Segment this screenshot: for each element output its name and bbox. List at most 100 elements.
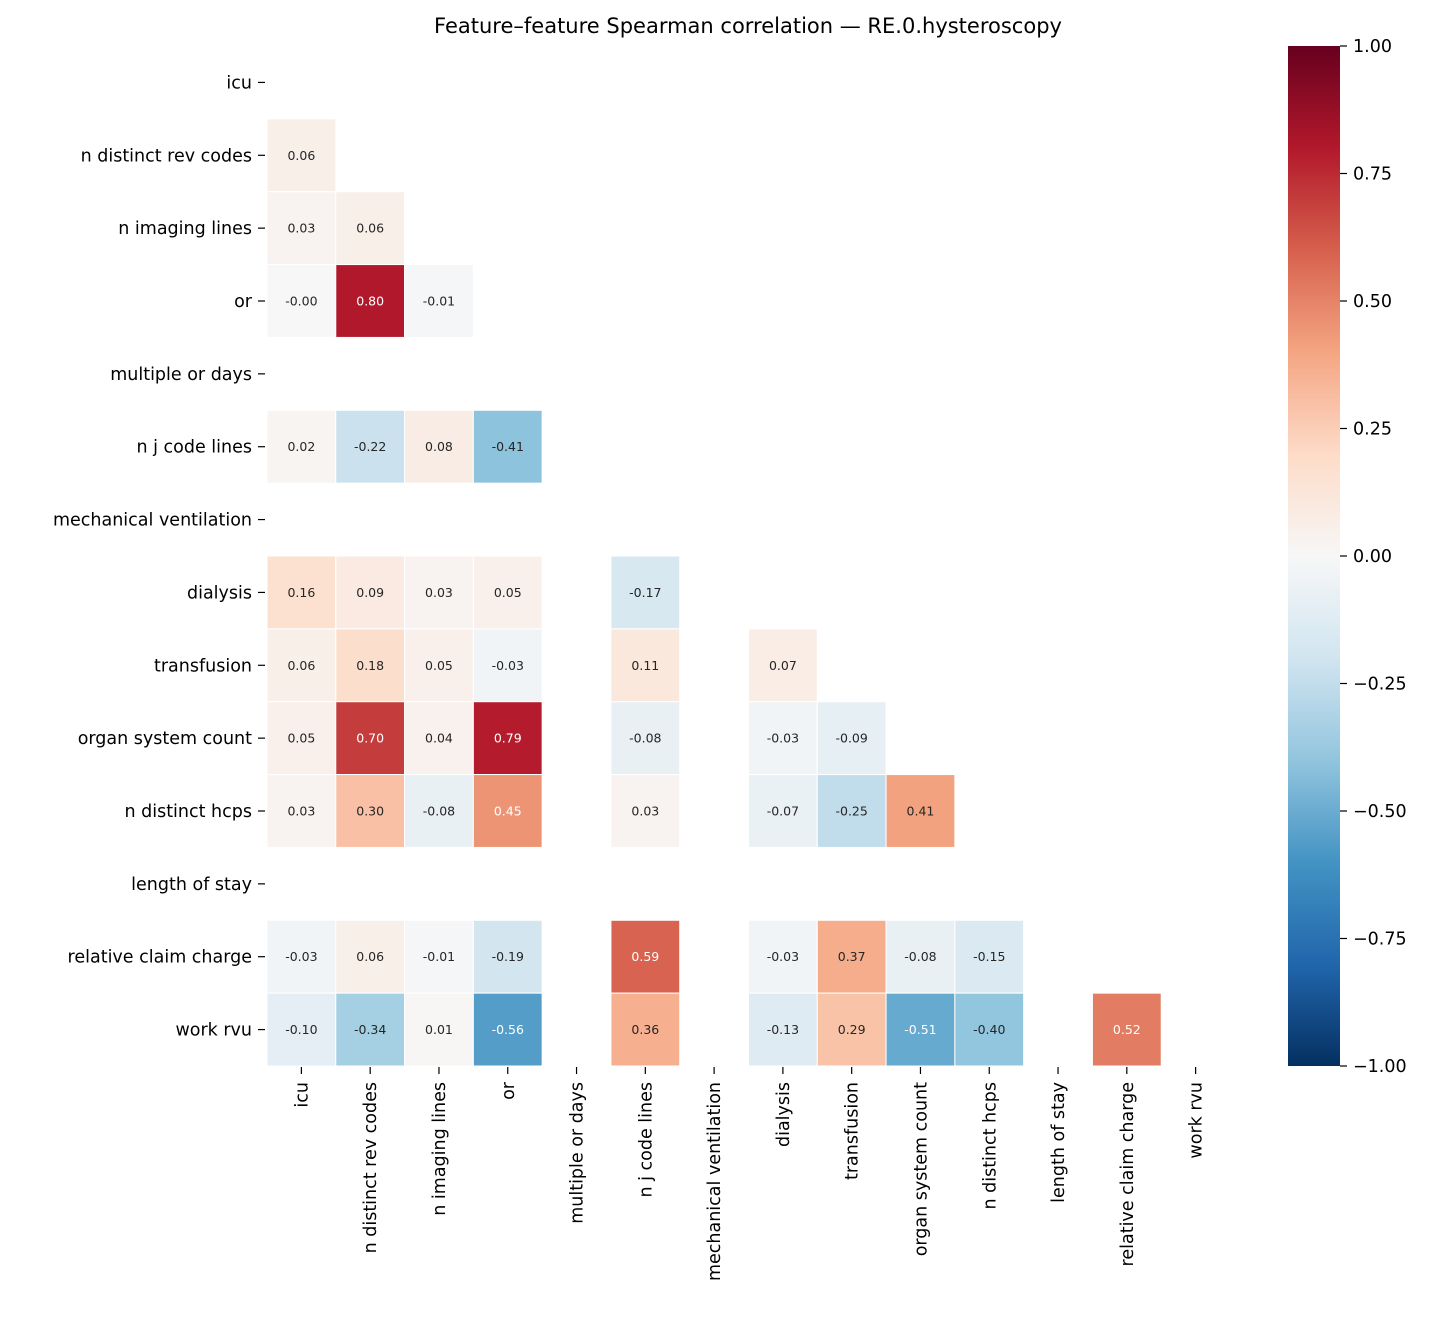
cell-value-label: 0.03 <box>631 804 659 819</box>
cell-value-label: 0.06 <box>356 221 384 236</box>
cell-rect <box>472 409 543 484</box>
cell-rect <box>335 409 406 484</box>
colorbar-tick-label: 1.00 <box>1353 37 1392 57</box>
heatmap-cell: 0.07 <box>748 628 818 703</box>
heatmap-cell: -0.56 <box>472 992 543 1067</box>
heatmap-cell: -0.40 <box>954 992 1025 1067</box>
cell-rect <box>748 992 818 1067</box>
cell-value-label: 0.02 <box>287 439 315 454</box>
heatmap-cell: -0.15 <box>954 919 1025 994</box>
cell-value-label: 0.37 <box>838 949 866 964</box>
row-label: or <box>234 292 253 312</box>
cell-rect <box>472 555 543 630</box>
cell-value-label: -0.09 <box>836 731 868 746</box>
cell-rect <box>335 628 406 703</box>
column-label: n imaging lines <box>430 1082 450 1216</box>
cell-rect <box>266 118 337 193</box>
heatmap-cell: 0.52 <box>1091 992 1162 1067</box>
column-label: transfusion <box>843 1082 863 1180</box>
cell-value-label: 0.29 <box>838 1022 866 1037</box>
cell-value-label: 0.03 <box>287 221 315 236</box>
colorbar-tick-label: −0.75 <box>1353 930 1407 950</box>
cell-rect <box>610 701 681 776</box>
colorbar-tick-label: −0.50 <box>1353 802 1407 822</box>
cell-value-label: 0.36 <box>631 1022 659 1037</box>
cell-value-label: -0.08 <box>904 949 936 964</box>
cell-value-label: -0.10 <box>285 1022 317 1037</box>
heatmap-cell: 0.06 <box>266 628 337 703</box>
cell-value-label: 0.18 <box>356 658 384 673</box>
cell-value-label: 0.03 <box>287 804 315 819</box>
cell-rect <box>335 919 406 994</box>
column-label: n distinct hcps <box>980 1082 1000 1210</box>
heatmap-cell: -0.03 <box>472 628 543 703</box>
cell-value-label: -0.56 <box>492 1022 524 1037</box>
cell-rect <box>610 628 681 703</box>
cell-rect <box>335 191 406 266</box>
cell-rect <box>266 409 337 484</box>
cell-value-label: -0.01 <box>423 294 455 309</box>
cell-rect <box>472 774 543 848</box>
cell-value-label: -0.03 <box>285 949 317 964</box>
row-label: n imaging lines <box>118 219 252 239</box>
cell-value-label: 0.80 <box>356 294 384 309</box>
column-label: icu <box>292 1082 312 1108</box>
cell-value-label: -0.03 <box>767 949 799 964</box>
row-label: mechanical ventilation <box>53 511 252 531</box>
heatmap-cell: -0.08 <box>610 701 681 776</box>
cell-value-label: -0.22 <box>354 439 386 454</box>
cell-rect <box>404 992 474 1067</box>
cell-rect <box>335 992 406 1067</box>
cell-rect <box>266 992 337 1067</box>
cell-rect <box>954 992 1025 1067</box>
row-label: organ system count <box>78 729 252 749</box>
heatmap-cell: 0.16 <box>266 555 337 630</box>
cell-rect <box>954 919 1025 994</box>
cell-value-label: -0.03 <box>492 658 524 673</box>
cell-value-label: 0.52 <box>1113 1022 1141 1037</box>
heatmap-cell: 0.29 <box>816 992 887 1067</box>
cell-value-label: 0.06 <box>287 148 315 163</box>
heatmap-cell: 0.04 <box>404 701 474 776</box>
heatmap-cell: 0.06 <box>266 118 337 193</box>
cell-value-label: -0.00 <box>285 294 317 309</box>
cell-rect <box>335 555 406 630</box>
cell-rect <box>404 774 474 848</box>
chart-title: Feature–feature Spearman correlation — R… <box>434 14 1062 38</box>
heatmap-cell: -0.10 <box>266 992 337 1067</box>
heatmap-cell: 0.03 <box>266 191 337 266</box>
heatmap-cell: 0.30 <box>335 774 406 848</box>
cell-rect <box>748 628 818 703</box>
heatmap-cell: 0.06 <box>335 191 406 266</box>
heatmap-cell: 0.80 <box>335 264 406 338</box>
cell-rect <box>1091 992 1162 1067</box>
cell-rect <box>266 264 337 338</box>
colorbar-tick-label: 0.50 <box>1353 292 1392 312</box>
cell-value-label: -0.08 <box>629 731 661 746</box>
cell-value-label: 0.09 <box>356 585 384 600</box>
cell-value-label: -0.03 <box>767 731 799 746</box>
cell-rect <box>472 701 543 776</box>
heatmap-cell: 0.01 <box>404 992 474 1067</box>
heatmap-cell: 0.03 <box>404 555 474 630</box>
column-label: multiple or days <box>568 1082 588 1224</box>
colorbar-gradient <box>1288 46 1340 1066</box>
cell-value-label: -0.13 <box>767 1022 799 1037</box>
cell-value-label: 0.08 <box>425 439 453 454</box>
heatmap-cell: 0.02 <box>266 409 337 484</box>
column-label: n j code lines <box>636 1082 656 1198</box>
cell-value-label: -0.01 <box>423 949 455 964</box>
cell-value-label: 0.06 <box>287 658 315 673</box>
cell-rect <box>816 701 887 776</box>
column-label: n distinct rev codes <box>361 1082 381 1253</box>
cell-rect <box>885 992 956 1067</box>
cell-value-label: 0.05 <box>287 731 315 746</box>
heatmap-cell: -0.09 <box>816 701 887 776</box>
cell-rect <box>610 774 681 848</box>
colorbar-tick-label: 0.00 <box>1353 547 1392 567</box>
column-labels: icu n distinct rev codes n imaging lines or… <box>292 1067 1207 1281</box>
heatmap-cell: -0.01 <box>404 919 474 994</box>
column-label: relative claim charge <box>1118 1082 1138 1266</box>
cell-rect <box>472 919 543 994</box>
